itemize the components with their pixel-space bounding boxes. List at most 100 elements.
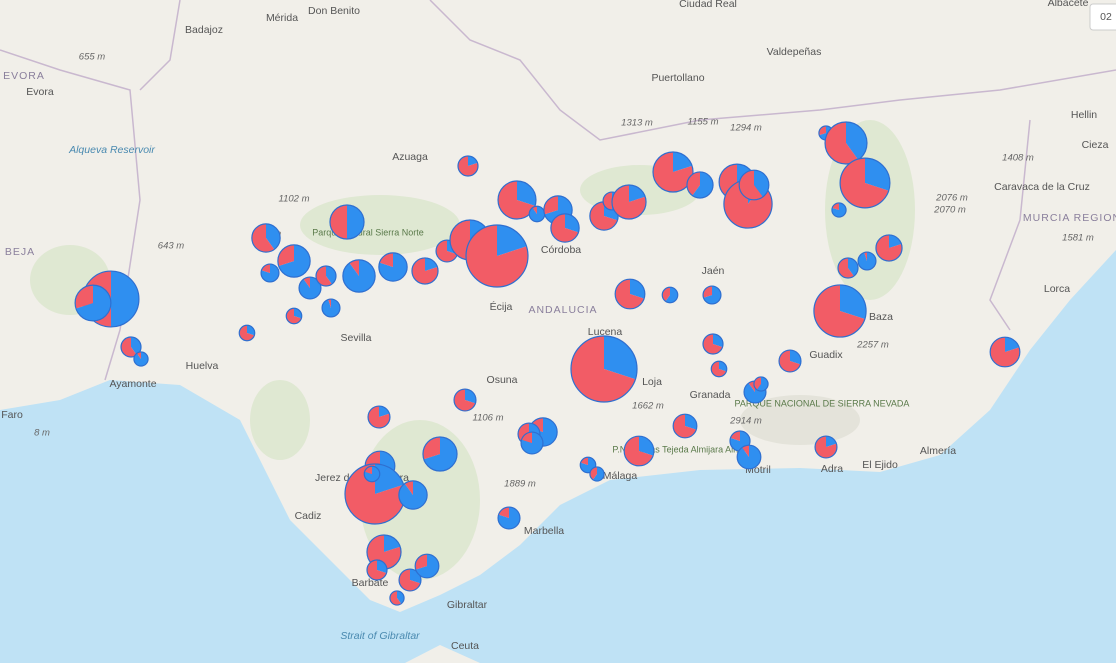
pie-outline [589, 466, 605, 482]
pie-outline [285, 307, 303, 325]
mountain-area [740, 395, 860, 445]
pie-outline [277, 244, 311, 278]
pie-slice [404, 480, 413, 495]
pie-slice [415, 554, 439, 578]
pie-outline [378, 252, 408, 282]
pie-slice [423, 436, 458, 472]
pie-slice [368, 406, 390, 428]
pie-outline [120, 336, 142, 358]
pie-slice [840, 158, 889, 208]
pie-slice [120, 337, 137, 357]
pie-slice [75, 285, 111, 321]
pie-slice [347, 204, 365, 240]
elevation-label: 2076 m [935, 193, 968, 204]
place-label: Almería [920, 445, 956, 457]
place-label: BEJA [5, 246, 35, 258]
pie-slice [604, 335, 638, 380]
pie-slice [719, 361, 727, 372]
pie-slice [410, 569, 421, 584]
place-label: Caravaca de la Cruz [994, 181, 1090, 193]
pie-slice [703, 286, 712, 298]
elevation-label: 1408 m [1002, 153, 1034, 164]
place-label: Cieza [1082, 139, 1109, 151]
pie-outline [753, 376, 769, 392]
pie-slice [1005, 337, 1020, 352]
pie-slice [133, 351, 149, 367]
pie-slice [75, 285, 93, 309]
pie-slice [742, 445, 749, 457]
pie-outline [497, 506, 521, 530]
place-label: Gibraltar [447, 599, 488, 611]
pie-outline [411, 257, 439, 285]
pie-outline [831, 202, 847, 218]
pie-slice [864, 252, 867, 261]
pie-slice [415, 554, 427, 570]
pie-slice [719, 164, 737, 197]
pie-outline [414, 553, 440, 579]
pie-slice [589, 201, 618, 231]
pie-outline [837, 257, 859, 279]
pie-slice [399, 569, 421, 591]
pie-slice [790, 350, 801, 365]
pie-outline [342, 259, 376, 293]
pie-slice [611, 184, 647, 220]
pie-outline [702, 333, 724, 355]
pie-slice [713, 334, 723, 348]
place-label: Albacete [1048, 0, 1089, 9]
pie-outline [672, 413, 698, 439]
place-label: Parque Natural Sierra Norte [312, 227, 424, 237]
place-label: Osuna [487, 374, 518, 386]
place-label: Cadiz [295, 510, 322, 522]
control-label[interactable]: 02 [1100, 11, 1112, 23]
elevation-label: 1155 m [688, 117, 719, 128]
pie-slice [342, 259, 376, 293]
pie-outline [363, 465, 381, 483]
pie-slice [630, 279, 645, 299]
pie-slice [422, 436, 440, 460]
pie-slice [826, 436, 837, 447]
pie-slice [465, 389, 476, 404]
control-box[interactable] [1089, 3, 1116, 31]
elevation-label: 8 m [34, 428, 50, 439]
pie-slice [349, 259, 359, 276]
pie-slice [425, 257, 438, 271]
pie-slice [328, 299, 331, 308]
pie-outline [661, 286, 679, 304]
pie-slice [692, 171, 714, 199]
elevation-label: 2914 m [729, 416, 762, 427]
pie-outline [550, 213, 580, 243]
pie-slice [251, 223, 275, 253]
pie-slice [136, 351, 141, 359]
pie-slice [543, 195, 558, 215]
elevation-label: 1889 m [504, 479, 536, 490]
pie-outline [652, 151, 694, 193]
border [0, 0, 1116, 381]
pie-outline [611, 184, 647, 220]
pie-outline [875, 234, 903, 262]
place-label: Alqueva Reservoir [68, 144, 155, 156]
pie-slice [239, 325, 255, 341]
pie-slice [615, 279, 645, 309]
pie-outline [465, 224, 529, 288]
pie-slice [730, 431, 740, 441]
pie-slice [111, 271, 139, 327]
pie-slice [278, 244, 311, 278]
pie-slice [379, 406, 390, 417]
place-label: Puertollano [651, 72, 704, 84]
pie-slice [603, 192, 612, 210]
pie-slice [367, 560, 387, 580]
pie-outline [422, 436, 458, 472]
pie-slice [629, 184, 646, 202]
pie-slice [303, 277, 310, 288]
pie-outline [824, 121, 868, 165]
pie-slice [498, 507, 509, 518]
pie-outline [710, 360, 728, 378]
park-area [250, 380, 310, 460]
place-label: Málaga [603, 470, 638, 482]
place-label: P.N. Sierras Tejeda Almijara Alhama [612, 444, 755, 454]
pie-slice [266, 223, 281, 250]
park-area [300, 195, 460, 255]
pie-slice [570, 335, 636, 403]
pie-slice [711, 361, 727, 377]
pie-slice [846, 122, 867, 160]
